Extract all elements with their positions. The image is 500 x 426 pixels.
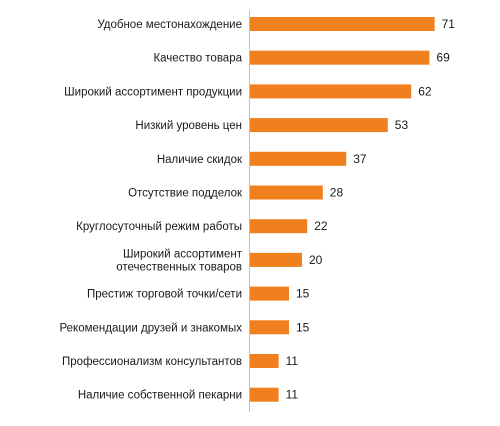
bar [250,219,308,234]
category-label: Наличие скидок [157,154,243,166]
bar [250,387,279,402]
bar [250,185,323,200]
category-label: Широкий ассортимент продукции [64,86,242,98]
category-label: Удобное местонахождение [97,19,242,31]
category-label: Профессионализм консультантов [62,356,242,368]
bar [250,118,388,133]
value-label: 20 [309,253,323,267]
category-label: Наличие собственной пекарни [78,390,242,402]
value-label: 62 [418,84,432,98]
value-label: 37 [353,152,367,166]
value-label: 15 [296,320,310,334]
value-label: 53 [395,118,409,132]
category-label: Престиж торговой точки/сети [87,289,242,301]
bar [250,50,430,65]
category-label: Низкий уровень цен [135,120,242,132]
value-label: 69 [436,51,450,65]
category-label: Качество товара [153,53,242,65]
value-label: 11 [286,354,299,368]
bar [250,84,412,99]
bar [250,320,289,335]
bar [250,17,435,31]
category-label: Отсутствие подделок [128,188,243,200]
bar [250,252,302,267]
value-label: 15 [296,287,310,301]
category-label: Круглосуточный режим работы [76,221,242,233]
labels-group: 71 Удобное местонахождение 69 Качество това… [59,17,455,402]
category-label: отечественных товаров [116,261,242,273]
category-label: Широкий ассортимент [123,248,243,260]
bar [250,151,347,166]
value-label: 28 [330,186,344,200]
value-label: 71 [442,17,456,31]
bars-group [250,17,435,402]
category-label: Рекомендации друзей и знакомых [59,322,242,334]
value-label: 22 [314,219,328,233]
value-label: 11 [286,388,299,402]
bar [250,286,289,301]
bar [250,354,279,368]
